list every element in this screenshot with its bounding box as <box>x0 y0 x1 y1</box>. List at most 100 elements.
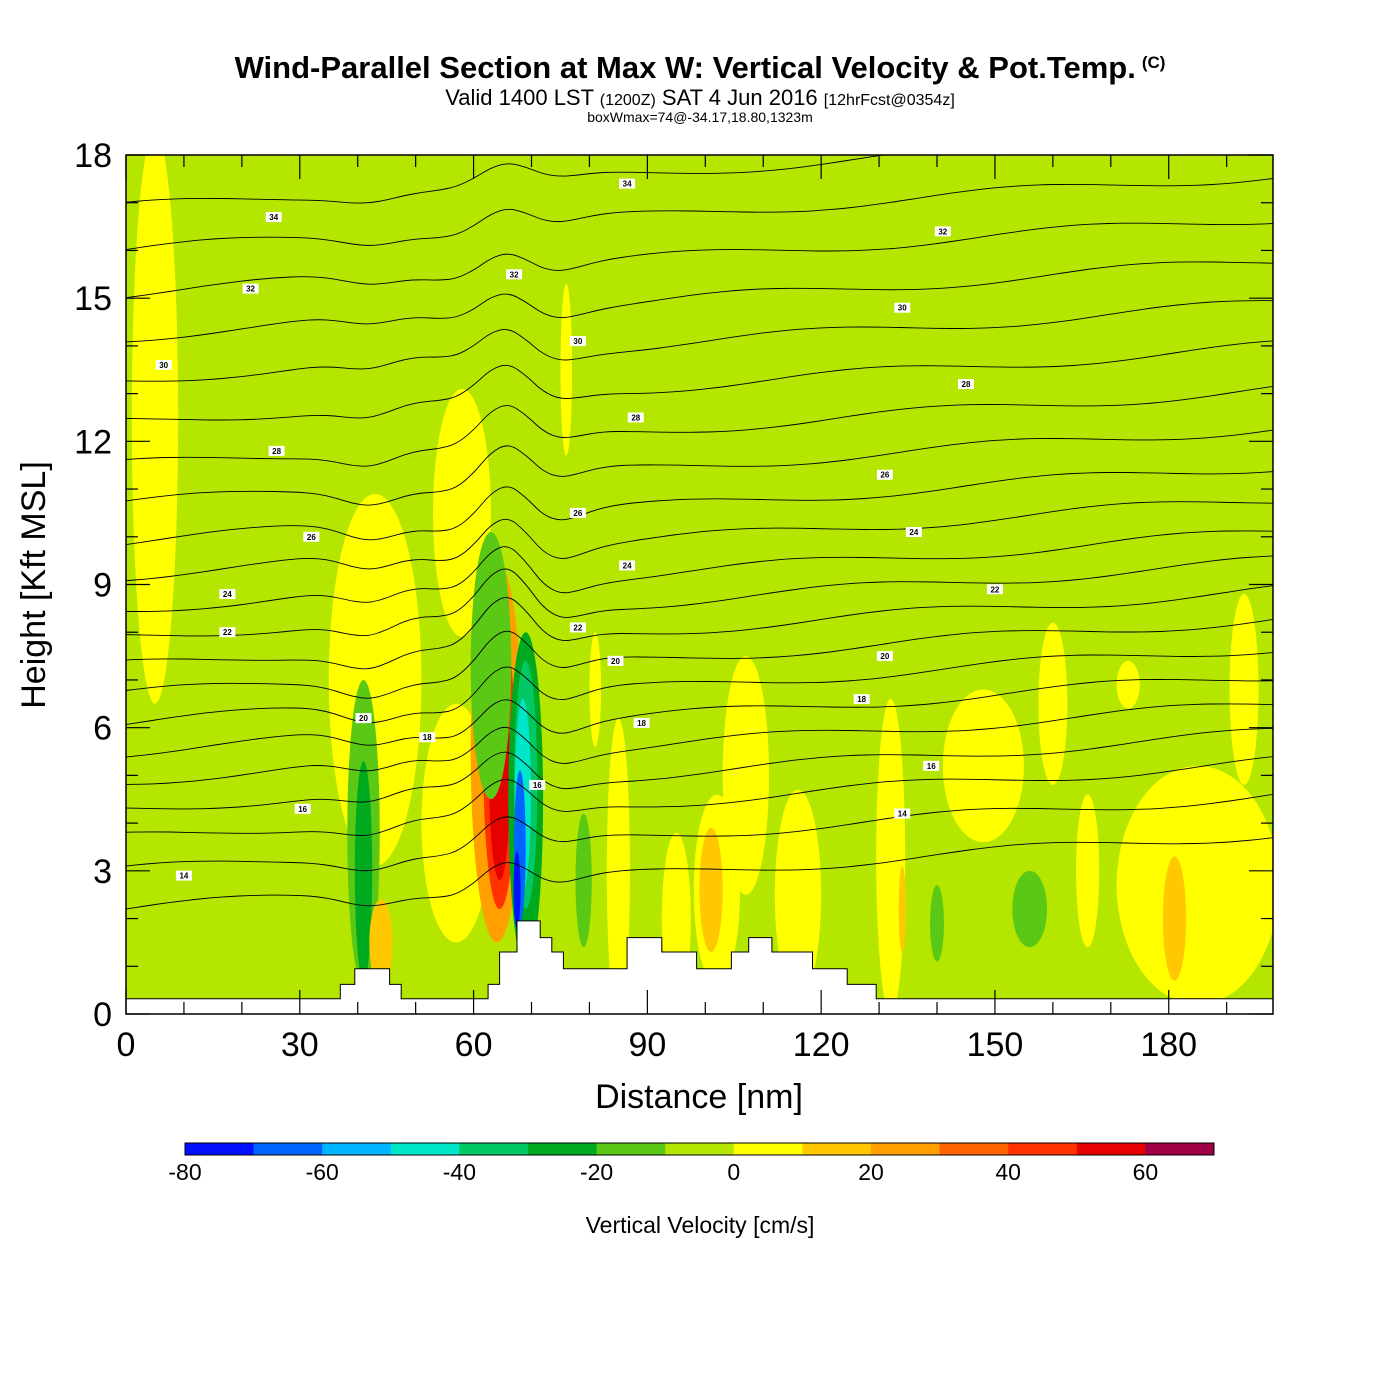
y-tick-label: 6 <box>93 710 112 748</box>
velocity-updraft-29 <box>1038 622 1068 785</box>
contour-label-text: 18 <box>857 695 866 704</box>
potential-temperature-contours <box>126 155 1273 910</box>
velocity-updraft-18 <box>560 283 573 456</box>
theta-contour-24 <box>126 530 1273 612</box>
contour-label-6: 20 <box>607 655 624 666</box>
y-tick-label: 12 <box>74 423 112 461</box>
contour-label-text: 22 <box>223 628 232 637</box>
contour-label-14: 14 <box>894 808 911 819</box>
contour-label-text: 34 <box>623 180 632 189</box>
colorbar-tick-label: -80 <box>168 1159 201 1185</box>
contour-label-20: 26 <box>876 469 893 480</box>
colorbar-swatch <box>939 1143 1009 1155</box>
contour-label-text: 28 <box>962 380 971 389</box>
velocity-downdraft-17 <box>1012 870 1048 948</box>
chart-title-text: Wind-Parallel Section at Max W: Vertical… <box>234 50 1136 85</box>
contour-label-22: 30 <box>894 302 911 313</box>
contour-label-text: 14 <box>179 872 188 881</box>
contour-label-text: 18 <box>423 733 432 742</box>
colorbar-swatch <box>596 1143 666 1155</box>
y-axis-tick-labels: 0 3 6 9 12 15 18 <box>74 137 112 1034</box>
y-tick-label: 15 <box>74 280 112 318</box>
contour-label-2: 20 <box>355 713 372 724</box>
y-axis-label: Height [Kft MSL] <box>15 461 53 709</box>
contour-label-text: 32 <box>938 227 947 236</box>
contour-label-0: 14 <box>175 870 192 881</box>
velocity-downdraft-15 <box>575 813 592 948</box>
y-tick-label: 3 <box>93 853 112 891</box>
theta-contour-26 <box>126 471 1273 546</box>
velocity-updraft-30 <box>1076 794 1100 948</box>
x-tick-label: 30 <box>281 1026 319 1064</box>
theta-contour-15 <box>126 793 1273 872</box>
contour-label-7: 22 <box>569 622 586 633</box>
velocity-updraft-0 <box>131 155 179 704</box>
valid-date: SAT 4 Jun 2016 <box>661 85 818 110</box>
theta-contour-14 <box>126 837 1273 910</box>
velocity-downdraft-9 <box>470 532 512 800</box>
contour-label-4: 16 <box>529 779 546 790</box>
contour-label-text: 20 <box>880 652 889 661</box>
y-tick-label: 0 <box>93 996 112 1034</box>
colorbar-swatch <box>871 1143 941 1155</box>
contour-label-23: 32 <box>934 226 951 237</box>
theta-contour-22 <box>126 585 1273 670</box>
valid-utc: (1200Z) <box>599 92 656 109</box>
contour-label-text: 22 <box>573 623 582 632</box>
copyright-mark: (C) <box>1141 53 1166 72</box>
velocity-updraft-26 <box>876 699 906 1014</box>
velocity-updraft-33 <box>1162 856 1187 981</box>
x-tick-label: 60 <box>455 1026 493 1064</box>
colorbar-swatch <box>185 1143 255 1155</box>
velocity-downdraft-16 <box>930 885 944 962</box>
contour-label-text: 14 <box>898 810 907 819</box>
theta-contour-23 <box>126 555 1273 637</box>
colorbar-swatch <box>1145 1143 1215 1155</box>
contour-label-text: 32 <box>246 285 255 294</box>
colorbar-tick-label: 20 <box>858 1159 884 1185</box>
contour-label-13: 34 <box>619 178 636 189</box>
contour-label-text: 26 <box>307 533 316 542</box>
colorbar-swatch <box>253 1143 323 1155</box>
contour-label-text: 30 <box>898 304 907 313</box>
theta-contour-32 <box>126 222 1273 299</box>
colorbar-swatch <box>390 1143 460 1155</box>
colorbar-swatch <box>665 1143 735 1155</box>
velocity-updraft-24 <box>722 656 770 895</box>
contour-label-text: 30 <box>573 337 582 346</box>
contour-label-16: 18 <box>853 694 870 705</box>
colorbar-swatch <box>528 1143 598 1155</box>
contour-label-text: 28 <box>631 413 640 422</box>
terrain-mask <box>126 920 1273 1014</box>
velocity-downdraft-14 <box>513 851 521 929</box>
colorbar-swatch <box>459 1143 529 1155</box>
contour-label-text: 20 <box>611 657 620 666</box>
colorbar-tick-labels: -80 -60 -40 -20 0 20 40 60 <box>168 1159 1158 1185</box>
contour-labels: 14 16 20 18 16 18 20 22 24 26 28 30 32 34 14 16 18 20 22 24… <box>155 178 1003 881</box>
contour-label-text: 18 <box>637 719 646 728</box>
contour-label-30: 22 <box>219 627 236 638</box>
contour-label-17: 20 <box>876 651 893 662</box>
contour-label-text: 30 <box>159 361 168 370</box>
colorbar-tick-label: 0 <box>727 1159 740 1185</box>
colorbar-swatch <box>1008 1143 1078 1155</box>
contour-label-28: 26 <box>303 531 320 542</box>
contour-label-15: 16 <box>923 760 940 771</box>
contour-label-text: 32 <box>510 270 519 279</box>
contour-label-text: 24 <box>223 590 232 599</box>
x-tick-label: 180 <box>1140 1026 1197 1064</box>
contour-label-5: 18 <box>633 717 650 728</box>
x-tick-label: 150 <box>967 1026 1024 1064</box>
theta-contour-34 <box>126 155 887 204</box>
valid-prefix: Valid 1400 LST <box>445 85 594 110</box>
colorbar-swatch <box>733 1143 803 1155</box>
theta-contour-30 <box>126 300 1273 382</box>
contour-label-10: 28 <box>627 412 644 423</box>
theta-contour-28 <box>126 385 1273 467</box>
y-tick-label: 18 <box>74 137 112 175</box>
contour-label-text: 16 <box>298 805 307 814</box>
contour-label-9: 26 <box>569 507 586 518</box>
contour-label-12: 32 <box>506 269 523 280</box>
colorbar-frame <box>184 1142 1215 1156</box>
